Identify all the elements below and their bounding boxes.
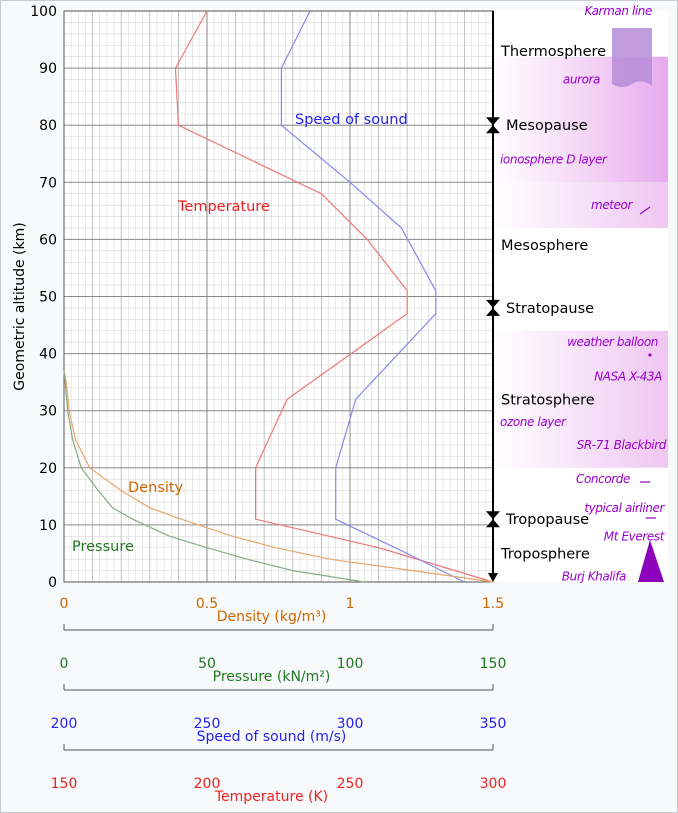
y-tick-label: 60 bbox=[39, 232, 57, 248]
scale-tick-label: 300 bbox=[337, 716, 364, 732]
altitude-axis-arrow bbox=[488, 573, 498, 582]
feature-label: Burj Khalifa bbox=[562, 569, 626, 583]
boundary-marker-icon bbox=[486, 117, 500, 126]
boundary-marker-icon bbox=[486, 299, 500, 308]
feature-label: typical airliner bbox=[584, 501, 665, 515]
y-tick-label: 0 bbox=[48, 575, 57, 591]
boundary-marker-icon bbox=[486, 307, 500, 316]
boundary-marker-icon bbox=[486, 125, 500, 134]
scale-tick-label: 150 bbox=[480, 656, 507, 672]
meteor-icon bbox=[639, 206, 651, 215]
layer-label: Mesosphere bbox=[501, 238, 588, 254]
feature-label: Karman line bbox=[585, 4, 652, 18]
y-tick-label: 20 bbox=[39, 461, 57, 477]
boundary-marker-icon bbox=[486, 511, 500, 520]
boundary-marker-icon bbox=[486, 519, 500, 528]
y-tick-label: 100 bbox=[30, 4, 57, 20]
y-tick-label: 40 bbox=[39, 347, 57, 363]
y-tick-label: 30 bbox=[39, 404, 57, 420]
y-tick-label: 70 bbox=[39, 175, 57, 191]
scale-title: Speed of sound (m/s) bbox=[197, 729, 347, 745]
layer-label: Stratosphere bbox=[501, 392, 595, 408]
scale-tick-label: 150 bbox=[51, 776, 78, 792]
feature-label: Mt Everest bbox=[604, 529, 666, 543]
scale-tick-label: 250 bbox=[337, 776, 364, 792]
y-tick-label: 50 bbox=[39, 290, 57, 306]
balloon-icon bbox=[648, 353, 652, 357]
layer-label: Thermosphere bbox=[500, 44, 606, 60]
series-line-0 bbox=[174, 10, 494, 583]
feature-label: weather balloon bbox=[567, 335, 658, 349]
scale-tick-label: 50 bbox=[198, 656, 216, 672]
series-label: Density bbox=[128, 480, 184, 496]
y-tick-label: 10 bbox=[39, 518, 57, 534]
meteor-shade bbox=[493, 182, 668, 228]
series-line-1 bbox=[280, 10, 465, 583]
feature-label: aurora bbox=[563, 73, 600, 87]
feature-label: NASA X-43A bbox=[594, 369, 662, 383]
scale-tick-label: 100 bbox=[337, 656, 364, 672]
series-label: Temperature bbox=[177, 199, 270, 215]
scale-title: Density (kg/m³) bbox=[217, 609, 327, 625]
scale-tick-label: 350 bbox=[480, 716, 507, 732]
scale-title: Pressure (kN/m²) bbox=[213, 669, 331, 685]
boundary-label: Tropopause bbox=[505, 512, 589, 528]
mountain-icon bbox=[638, 540, 664, 582]
y-tick-label: 90 bbox=[39, 61, 57, 77]
layer-label: Troposphere bbox=[500, 546, 590, 562]
scale-tick-label: 200 bbox=[194, 776, 221, 792]
series-line-3 bbox=[63, 370, 365, 583]
series-label: Speed of sound bbox=[295, 112, 408, 128]
scale-tick-label: 0 bbox=[60, 596, 69, 612]
scale-tick-label: 1.5 bbox=[482, 596, 504, 612]
boundary-label: Stratopause bbox=[506, 301, 594, 317]
series-line-2 bbox=[63, 370, 494, 583]
scale-title: Temperature (K) bbox=[214, 789, 328, 805]
ozone-shade bbox=[493, 330, 668, 468]
y-axis-label: Geometric altitude (km) bbox=[12, 222, 28, 390]
feature-label: ionosphere D layer bbox=[500, 152, 608, 166]
aurora-icon bbox=[612, 28, 652, 87]
feature-label: ozone layer bbox=[500, 415, 567, 429]
scale-tick-label: 0.5 bbox=[196, 596, 218, 612]
feature-label: SR-71 Blackbird bbox=[577, 438, 667, 452]
y-tick-label: 80 bbox=[39, 118, 57, 134]
boundary-label: Mesopause bbox=[506, 118, 588, 134]
scale-tick-label: 200 bbox=[51, 716, 78, 732]
series-label: Pressure bbox=[72, 539, 134, 555]
feature-label: meteor bbox=[591, 198, 634, 212]
scale-tick-label: 1 bbox=[346, 596, 355, 612]
feature-label: Concorde bbox=[576, 472, 630, 486]
scale-tick-label: 0 bbox=[60, 656, 69, 672]
scale-tick-label: 250 bbox=[194, 716, 221, 732]
scale-tick-label: 300 bbox=[480, 776, 507, 792]
